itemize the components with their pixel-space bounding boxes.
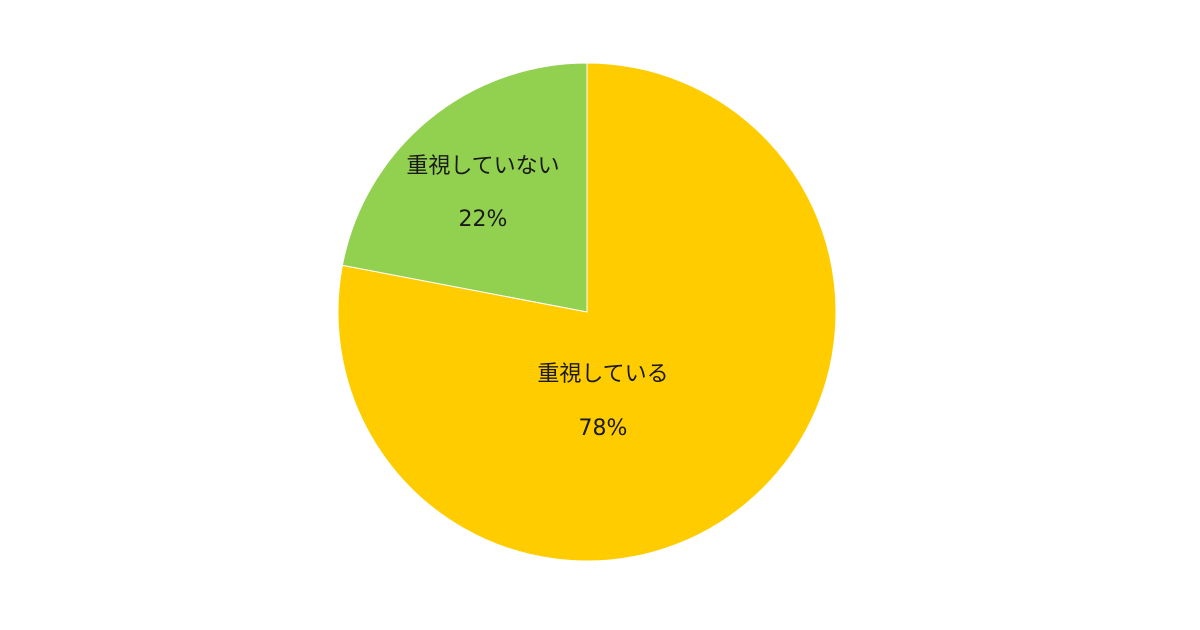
slice-value-important: 78% [579, 416, 628, 441]
pie-slice-0 [341, 62, 588, 313]
pie-slice-1 [337, 62, 837, 562]
slice-label-not-important: 重視していない [406, 154, 559, 179]
slice-label-important: 重視している [537, 362, 668, 387]
slice-value-not-important: 22% [459, 207, 508, 232]
